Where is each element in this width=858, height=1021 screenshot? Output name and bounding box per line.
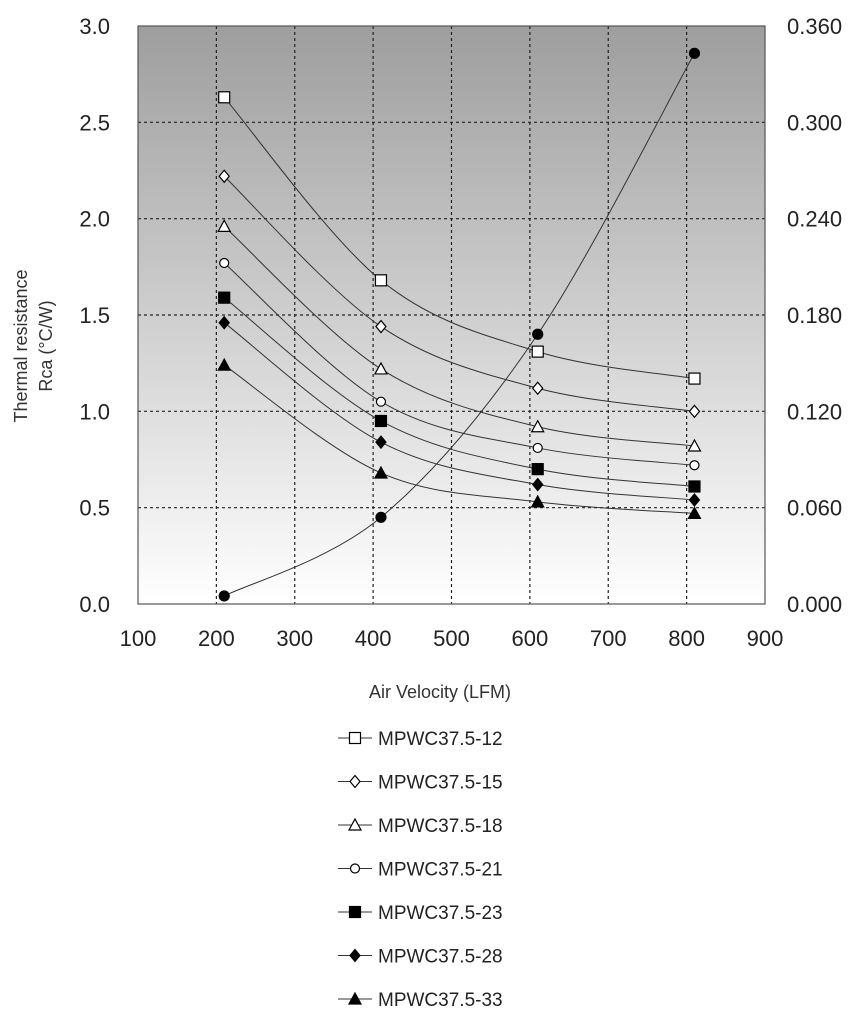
- x-tick-label: 200: [198, 626, 235, 651]
- data-point: [219, 257, 230, 269]
- x-tick-label: 500: [433, 626, 470, 651]
- data-point: [373, 465, 388, 479]
- x-tick-label: 800: [668, 626, 705, 651]
- series-line: [223, 262, 695, 466]
- legend-marker: [347, 991, 363, 1005]
- data-point: [688, 480, 701, 493]
- legend-label: MPWC37.5-33: [378, 990, 503, 1011]
- data-point: [531, 381, 544, 396]
- y-tick-label: 1.5: [79, 303, 110, 328]
- data-point: [218, 291, 231, 304]
- secondary-data-point: [532, 328, 544, 340]
- secondary-data-point: [688, 47, 701, 59]
- legend-label: MPWC37.5-18: [378, 816, 503, 837]
- data-point: [531, 345, 544, 358]
- data-point: [530, 419, 545, 433]
- secondary-data-point: [218, 590, 230, 602]
- legend-marker: [348, 905, 362, 919]
- y-tick-label: 2.0: [79, 207, 110, 232]
- legend-label: MPWC37.5-15: [378, 773, 503, 794]
- data-point: [375, 396, 387, 407]
- y-axis-ticks: 0.0 0.5 1.0 1.5 2.0 2.5 3.0: [79, 14, 110, 617]
- data-point: [374, 414, 388, 428]
- series-line: [223, 322, 695, 501]
- y-tick-label: 3.0: [79, 14, 110, 39]
- x-axis-title: Air Velocity (LFM): [369, 682, 511, 702]
- data-point: [217, 357, 232, 371]
- y-tick-label: 1.0: [79, 399, 110, 424]
- series-line: [223, 364, 695, 514]
- legend-marker: [347, 817, 363, 831]
- data-point: [687, 438, 702, 452]
- y2-axis-ticks: 0.000 0.060 0.120 0.180 0.240 0.300 0.360: [787, 14, 842, 617]
- data-point: [373, 361, 388, 375]
- x-tick-label: 700: [590, 626, 627, 651]
- legend-marker: [349, 774, 361, 789]
- y-tick-label: 0.5: [79, 496, 110, 521]
- data-point: [218, 169, 230, 184]
- data-point: [688, 372, 701, 385]
- data-point: [374, 274, 388, 287]
- data-point: [217, 219, 232, 232]
- series-line: [223, 226, 695, 447]
- data-point: [530, 494, 545, 508]
- data-point: [375, 319, 387, 334]
- data-point: [688, 404, 701, 419]
- y2-tick-label: 0.120: [787, 399, 842, 424]
- y2-tick-label: 0.180: [787, 303, 842, 328]
- legend-marker: [349, 863, 361, 874]
- data-point: [531, 463, 544, 476]
- data-point: [531, 477, 544, 492]
- legend-label: MPWC37.5-28: [378, 947, 503, 968]
- x-tick-label: 400: [355, 626, 392, 651]
- plot-border: [137, 25, 766, 605]
- legend-label: MPWC37.5-23: [378, 903, 503, 924]
- series-markers: [217, 47, 702, 602]
- y-axis-title-line1: Thermal resistance: [11, 269, 31, 422]
- data-point: [532, 442, 543, 454]
- y2-tick-label: 0.000: [787, 592, 842, 617]
- series-lines: [223, 53, 695, 597]
- x-axis-ticks: 100 200 300 400 500 600 700 800 900: [120, 626, 784, 651]
- x-tick-label: 900: [747, 626, 784, 651]
- data-point: [687, 506, 702, 520]
- y-tick-label: 2.5: [79, 110, 110, 135]
- series-line: [223, 175, 695, 412]
- series-line: [223, 297, 695, 487]
- legend-label: MPWC37.5-21: [378, 860, 503, 881]
- x-tick-label: 300: [276, 626, 313, 651]
- y2-tick-label: 0.060: [787, 496, 842, 521]
- data-point: [688, 493, 701, 507]
- legend-marker: [348, 731, 362, 745]
- y2-tick-label: 0.360: [787, 14, 842, 39]
- data-point: [218, 315, 230, 330]
- legend-marker: [349, 948, 361, 963]
- series-line: [223, 96, 695, 380]
- legend: MPWC37.5-12 MPWC37.5-15 MPWC37.5-18 MPWC37.…: [338, 729, 503, 1011]
- legend-label: MPWC37.5-12: [378, 729, 503, 750]
- y-tick-label: 0.0: [79, 592, 110, 617]
- secondary-series-line: [223, 53, 695, 597]
- y2-tick-label: 0.240: [787, 207, 842, 232]
- grid: [138, 26, 765, 604]
- secondary-data-point: [375, 511, 387, 523]
- x-tick-label: 600: [512, 626, 549, 651]
- y-axis-title-line2: Rca (°C/W): [36, 300, 56, 391]
- data-point: [218, 91, 231, 104]
- x-tick-label: 100: [120, 626, 157, 651]
- data-point: [375, 435, 387, 450]
- y2-tick-label: 0.300: [787, 110, 842, 135]
- data-point: [689, 460, 700, 471]
